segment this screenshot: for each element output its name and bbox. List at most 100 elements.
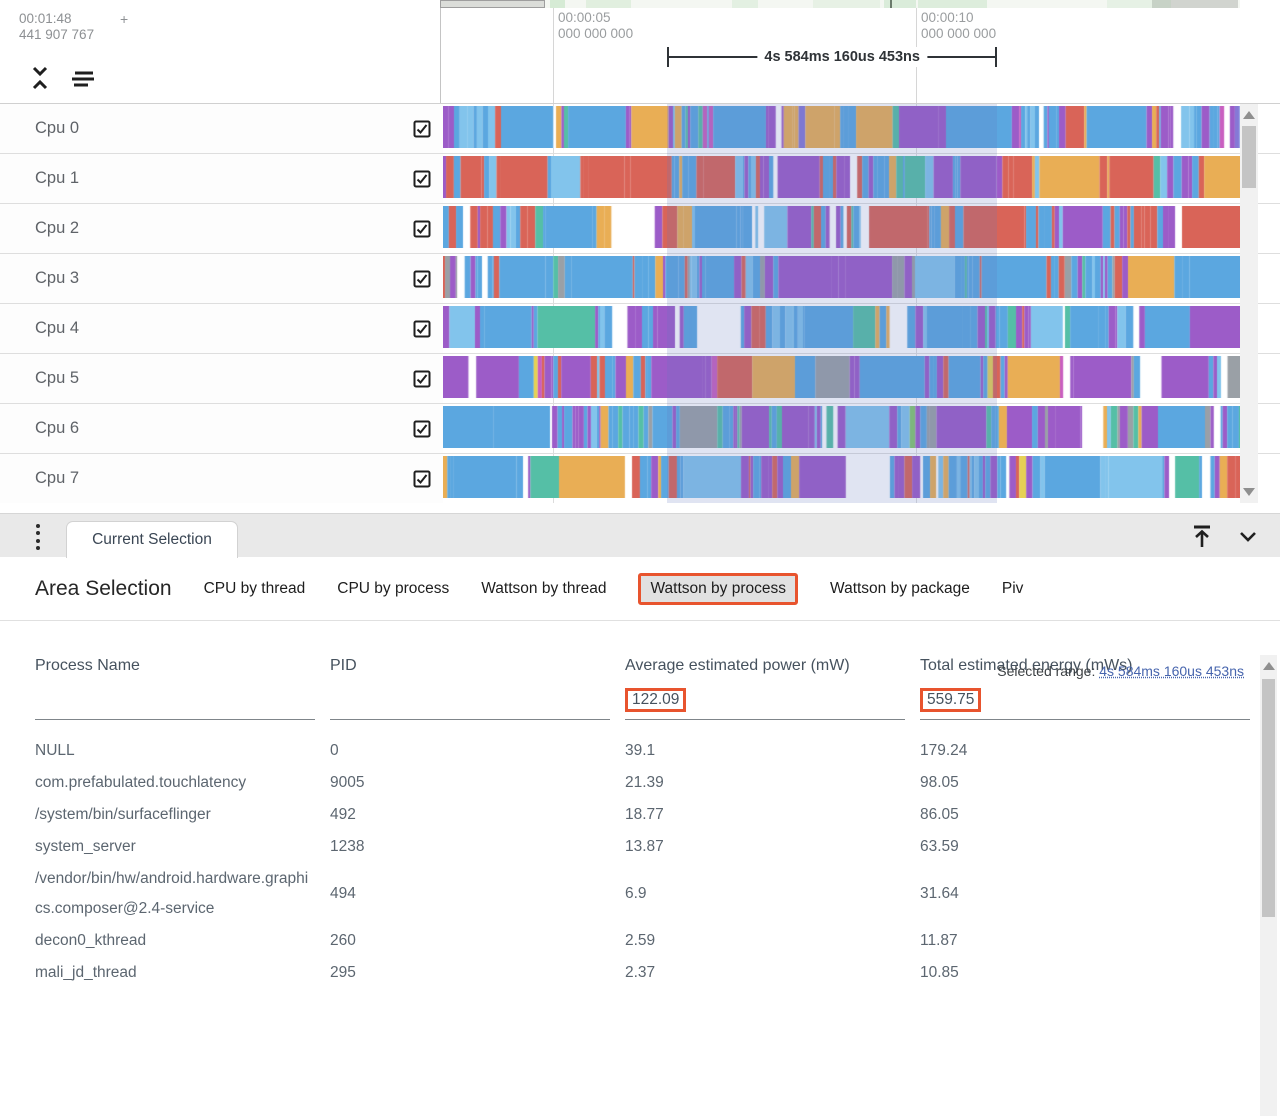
process-row: /vendor/bin/hw/android.hardware.graphics…: [35, 863, 1250, 925]
details-tab-piv[interactable]: Piv: [1002, 580, 1024, 598]
minimap-activity: [813, 0, 880, 8]
collapse-tracks-button[interactable]: [26, 64, 54, 92]
totals-row: 122.09 559.75: [35, 688, 1250, 720]
details-panel: Area Selection CPU by thread CPU by proc…: [0, 557, 1280, 1116]
overview-minimap[interactable]: [440, 0, 1240, 8]
track-label: Cpu 2: [35, 219, 413, 238]
process-row: /system/bin/surfaceflinger 492 18.77 86.05: [35, 799, 1250, 831]
cell-pid: 492: [330, 799, 610, 831]
track-checkbox[interactable]: [413, 120, 431, 138]
details-title: Area Selection: [35, 577, 172, 601]
tab-current-selection[interactable]: Current Selection: [66, 521, 238, 558]
track-label: Cpu 6: [35, 419, 413, 438]
track-label: Cpu 1: [35, 169, 413, 188]
cell-avg-power: 6.9: [625, 863, 905, 925]
minimap-activity: [732, 0, 758, 8]
track-gutter: Cpu 1: [0, 154, 443, 203]
cpu-slices-canvas[interactable]: [443, 206, 1240, 248]
track-gutter: Cpu 5: [0, 354, 443, 403]
track-list[interactable]: Cpu 0 Cpu 1 Cpu 2 Cp: [0, 104, 1280, 503]
tracks-scrollbar[interactable]: [1240, 104, 1258, 503]
cell-process-name: decon0_kthread: [35, 925, 315, 957]
cell-pid: 260: [330, 925, 610, 957]
cell-process-name: NULL: [35, 720, 315, 767]
track-checkbox[interactable]: [413, 470, 431, 488]
minimap-activity: [918, 0, 987, 8]
process-row: NULL 0 39.1 179.24: [35, 720, 1250, 767]
vertical-align-top-icon: [1189, 522, 1215, 550]
track-checkbox[interactable]: [413, 220, 431, 238]
process-row: system_server 1238 13.87 63.59: [35, 831, 1250, 863]
cpu-slices-canvas[interactable]: [443, 256, 1240, 298]
cpu-track-row: Cpu 4: [0, 304, 1280, 354]
track-checkbox[interactable]: [413, 320, 431, 338]
time-tick: [553, 8, 554, 103]
cpu-slices-canvas[interactable]: [443, 456, 1240, 498]
scroll-down-arrow[interactable]: [1243, 488, 1255, 496]
track-label: Cpu 5: [35, 369, 413, 388]
selection-duration-label: 4s 584ms 160us 453ns: [757, 47, 927, 67]
process-row: decon0_kthread 260 2.59 11.87: [35, 925, 1250, 957]
minimap-activity: [586, 0, 631, 8]
timeline-ruler[interactable]: 00:01:48 441 907 767 + 00:00:05 000 000 0…: [0, 0, 1280, 104]
cpu-slices-canvas[interactable]: [443, 106, 1240, 148]
track-checkbox[interactable]: [413, 420, 431, 438]
sort-icon: [68, 66, 96, 90]
cell-avg-power: 2.37: [625, 957, 905, 989]
cell-avg-power: 2.59: [625, 925, 905, 957]
cell-pid: 0: [330, 720, 610, 767]
details-tab-cpu-by-process[interactable]: CPU by process: [337, 580, 449, 598]
track-gutter: Cpu 4: [0, 304, 443, 353]
cell-pid: 1238: [330, 831, 610, 863]
track-panel-divider: [440, 8, 441, 103]
cell-process-name: mali_jd_thread: [35, 957, 315, 989]
totals-spacer: [35, 688, 315, 720]
scrollbar-thumb[interactable]: [1262, 679, 1275, 917]
cell-avg-power: 13.87: [625, 831, 905, 863]
track-gutter: Cpu 2: [0, 204, 443, 253]
time-tick-label: 00:00:10 000 000 000: [921, 10, 996, 42]
process-row: com.prefabulated.touchlatency 9005 21.39 98…: [35, 767, 1250, 799]
details-scrollbar[interactable]: [1260, 655, 1277, 1116]
annotation-box: 559.75: [920, 688, 981, 712]
details-tab-cpu-by-thread[interactable]: CPU by thread: [204, 580, 306, 598]
selected-range: Selected range: 4s 584ms 160us 453ns: [997, 663, 1244, 679]
cell-avg-power: 21.39: [625, 767, 905, 799]
total-energy: 559.75: [927, 691, 974, 708]
cpu-track-row: Cpu 6: [0, 404, 1280, 454]
cpu-slices-canvas[interactable]: [443, 356, 1240, 398]
cpu-track-row: Cpu 3: [0, 254, 1280, 304]
details-tab-wattson-by-thread[interactable]: Wattson by thread: [481, 580, 606, 598]
cell-process-name: com.prefabulated.touchlatency: [35, 767, 315, 799]
cpu-slices-canvas[interactable]: [443, 156, 1240, 198]
selected-range-link[interactable]: 4s 584ms 160us 453ns: [1099, 663, 1244, 679]
wattson-process-table: Process Name PID Average estimated power (…: [20, 655, 1265, 989]
track-checkbox[interactable]: [413, 170, 431, 188]
cell-process-name: /system/bin/surfaceflinger: [35, 799, 315, 831]
bottom-panel-bar[interactable]: Current Selection: [0, 513, 1280, 557]
annotation-box: 122.09: [625, 688, 686, 712]
track-label: Cpu 7: [35, 469, 413, 488]
scroll-up-arrow[interactable]: [1263, 662, 1275, 670]
expand-panel-button[interactable]: [1188, 522, 1216, 550]
cell-pid: 9005: [330, 767, 610, 799]
track-checkbox[interactable]: [413, 270, 431, 288]
cpu-track-row: Cpu 2: [0, 204, 1280, 254]
panel-gap: [0, 503, 1280, 513]
panel-menu-button[interactable]: [30, 522, 46, 552]
details-tab-wattson-by-process[interactable]: Wattson by process: [638, 573, 798, 605]
collapse-panel-button[interactable]: [1234, 522, 1262, 550]
minimap-viewport[interactable]: [440, 0, 545, 8]
track-label: Cpu 3: [35, 269, 413, 288]
track-checkbox[interactable]: [413, 370, 431, 388]
cpu-slices-canvas[interactable]: [443, 406, 1240, 448]
cpu-slices-canvas[interactable]: [443, 306, 1240, 348]
details-tab-wattson-by-package[interactable]: Wattson by package: [830, 580, 970, 598]
track-label: Cpu 4: [35, 319, 413, 338]
scrollbar-thumb[interactable]: [1242, 126, 1256, 188]
cell-process-name: /vendor/bin/hw/android.hardware.graphics…: [35, 863, 315, 925]
selected-range-label: Selected range:: [997, 663, 1095, 679]
cursor-plus-label: +: [120, 11, 128, 27]
scroll-up-arrow[interactable]: [1243, 111, 1255, 119]
sort-tracks-button[interactable]: [68, 64, 96, 92]
